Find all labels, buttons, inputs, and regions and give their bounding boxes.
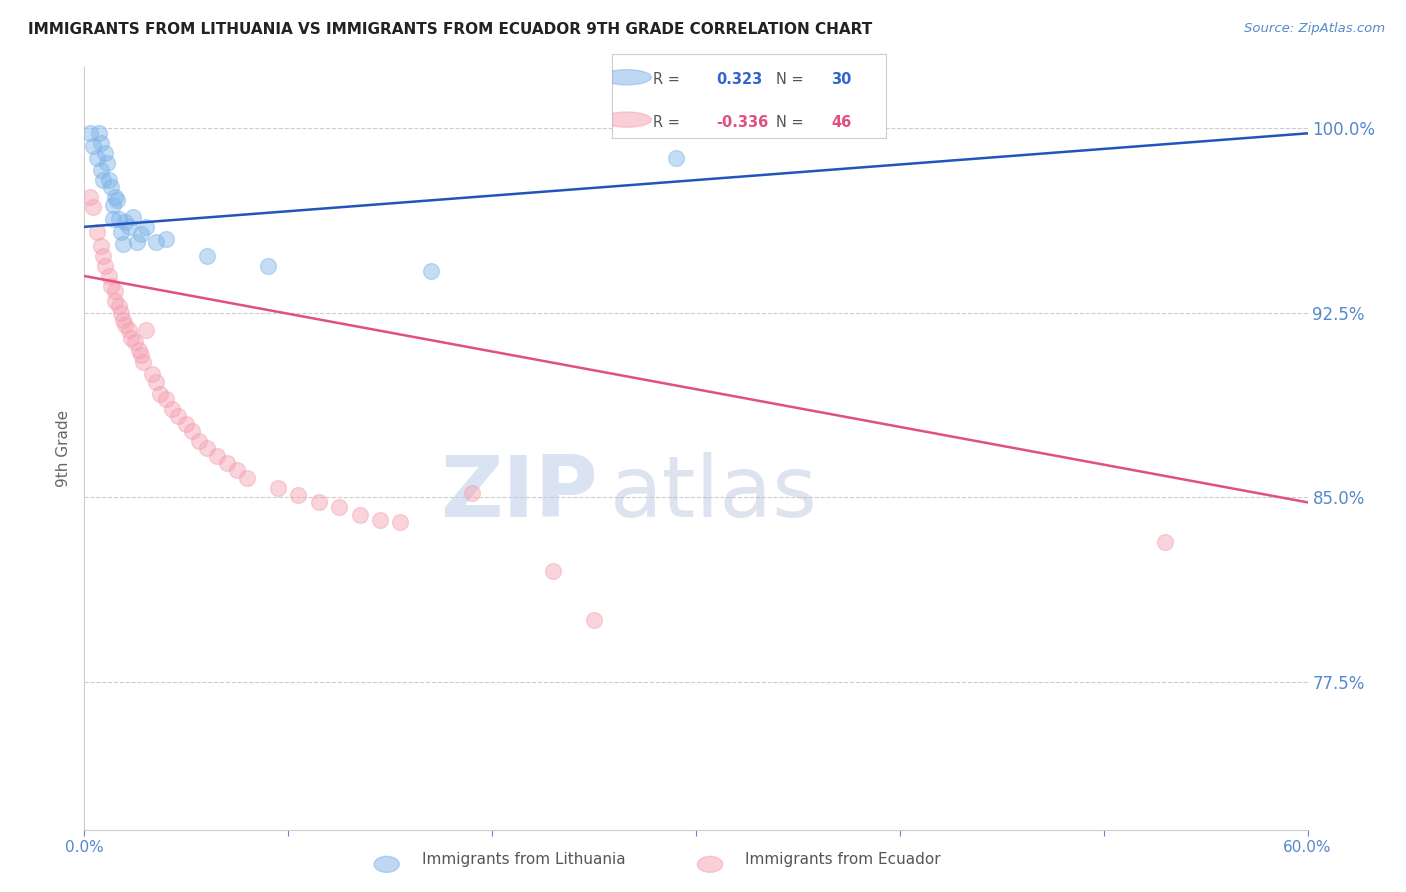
Point — [90, 136, 112, 150]
Point — [91, 173, 114, 187]
Point — [86, 151, 108, 165]
Point — [461, 485, 484, 500]
Point — [543, 564, 565, 578]
Point — [145, 235, 167, 249]
Point — [82, 200, 104, 214]
Point — [86, 225, 108, 239]
Point — [100, 278, 122, 293]
Point — [120, 330, 142, 344]
Point — [167, 409, 190, 424]
Text: IMMIGRANTS FROM LITHUANIA VS IMMIGRANTS FROM ECUADOR 9TH GRADE CORRELATION CHART: IMMIGRANTS FROM LITHUANIA VS IMMIGRANTS … — [28, 22, 872, 37]
Point — [122, 210, 145, 224]
Point — [114, 318, 136, 333]
Point — [90, 239, 112, 253]
Point — [114, 215, 136, 229]
Text: -0.336: -0.336 — [716, 115, 768, 130]
Point — [267, 481, 290, 495]
Text: 46: 46 — [831, 115, 851, 130]
Text: 30: 30 — [831, 72, 851, 87]
Text: Immigrants from Ecuador: Immigrants from Ecuador — [745, 852, 941, 867]
Text: 0.323: 0.323 — [716, 72, 762, 87]
Point — [205, 449, 228, 463]
Point — [131, 348, 153, 362]
Point — [90, 163, 112, 178]
Point — [97, 268, 120, 283]
Point — [91, 249, 114, 263]
Point — [96, 156, 118, 170]
Point — [108, 299, 131, 313]
Point — [105, 193, 128, 207]
Point — [226, 463, 249, 477]
Point — [108, 212, 131, 227]
Point — [135, 219, 157, 234]
Point — [131, 227, 153, 242]
Point — [187, 434, 209, 448]
Point — [160, 401, 183, 416]
Point — [93, 146, 115, 161]
Point — [101, 212, 124, 227]
Text: ZIP: ZIP — [440, 452, 598, 535]
Point — [257, 259, 280, 273]
Text: atlas: atlas — [610, 452, 818, 535]
Text: R =: R = — [652, 72, 679, 87]
Point — [132, 355, 155, 369]
Point — [82, 138, 104, 153]
Text: R =: R = — [652, 115, 679, 130]
Point — [124, 335, 146, 350]
Point — [79, 190, 101, 204]
Point — [665, 151, 688, 165]
Point — [195, 249, 218, 263]
Point — [118, 219, 141, 234]
Point — [155, 392, 177, 406]
Point — [217, 456, 239, 470]
Point — [308, 495, 330, 509]
Point — [195, 441, 218, 455]
Point — [583, 614, 606, 628]
Point — [1154, 534, 1177, 549]
Point — [236, 471, 259, 485]
Point — [112, 237, 135, 252]
Point — [287, 488, 309, 502]
Point — [135, 323, 157, 337]
Point — [112, 313, 135, 327]
Point — [420, 264, 443, 278]
Point — [93, 259, 115, 273]
Point — [104, 293, 127, 308]
Point — [97, 173, 120, 187]
Point — [328, 500, 350, 515]
Point — [110, 225, 132, 239]
Point — [181, 424, 204, 438]
Point — [368, 512, 391, 526]
Point — [389, 515, 412, 529]
Point — [101, 197, 124, 211]
Point — [118, 323, 141, 337]
Point — [110, 306, 132, 320]
Point — [87, 126, 110, 140]
Text: N =: N = — [776, 72, 804, 87]
Circle shape — [602, 70, 651, 85]
Point — [155, 232, 177, 246]
Point — [79, 126, 101, 140]
Circle shape — [602, 112, 651, 128]
Point — [141, 368, 163, 382]
Point — [174, 417, 197, 431]
Text: Source: ZipAtlas.com: Source: ZipAtlas.com — [1244, 22, 1385, 36]
Text: Immigrants from Lithuania: Immigrants from Lithuania — [422, 852, 626, 867]
Point — [349, 508, 371, 522]
Point — [145, 375, 167, 389]
Point — [100, 180, 122, 194]
Point — [104, 190, 127, 204]
Point — [127, 235, 149, 249]
Y-axis label: 9th Grade: 9th Grade — [56, 409, 72, 487]
Point — [104, 284, 127, 298]
Point — [128, 343, 150, 357]
Point — [149, 387, 172, 401]
Text: N =: N = — [776, 115, 804, 130]
